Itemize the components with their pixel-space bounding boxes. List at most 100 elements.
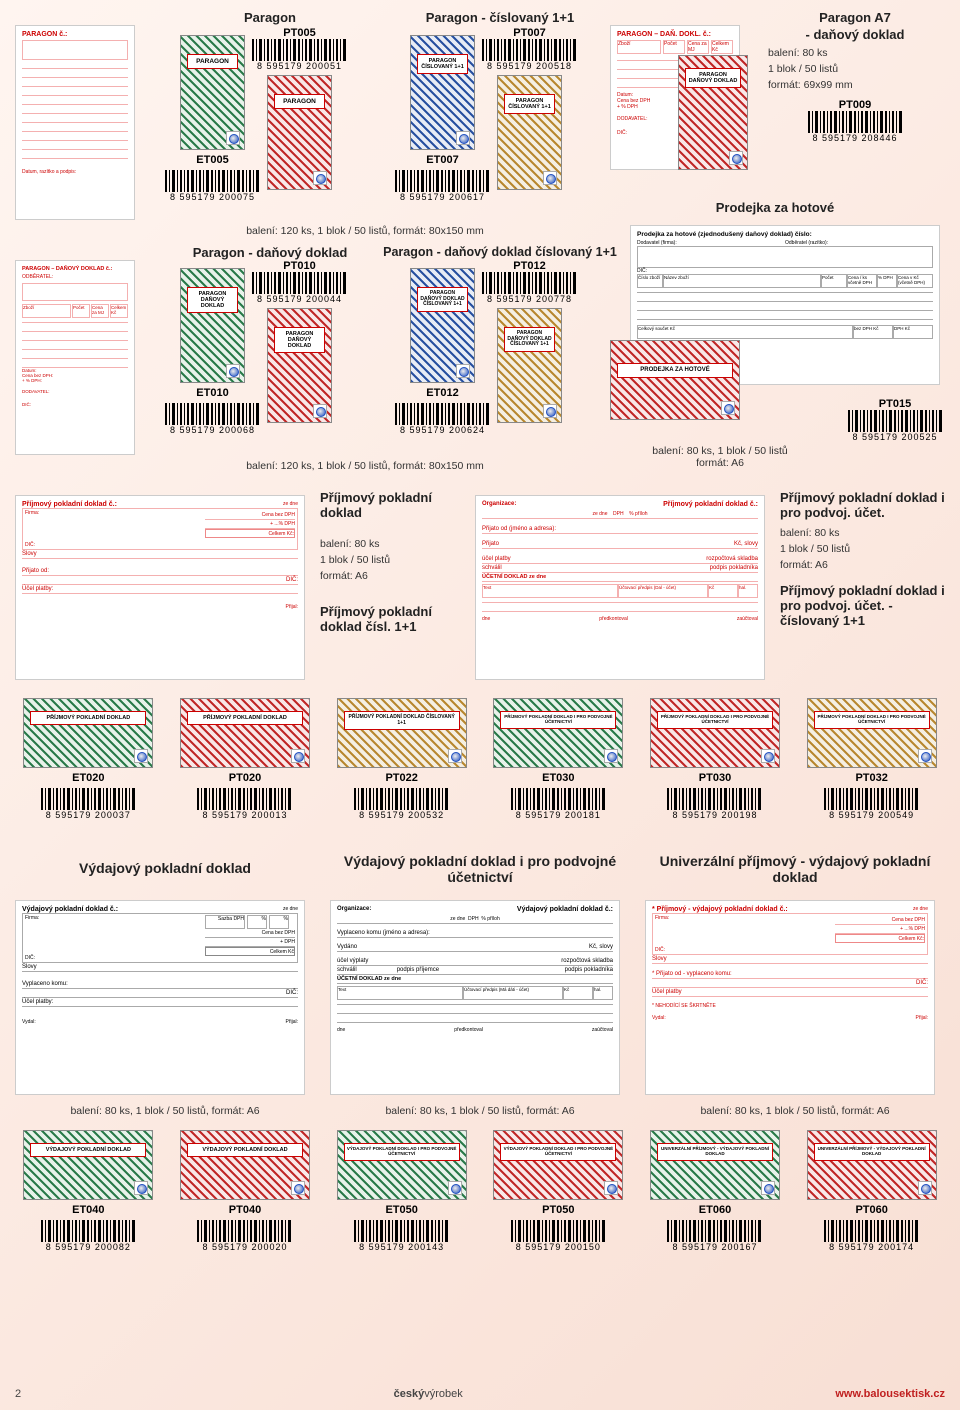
product-code: PT005 [252,27,347,39]
barcode: 8 595179 200020 [197,1220,292,1252]
product-code: PT015 [845,398,945,410]
barcode: 8 595179 200167 [667,1220,762,1252]
barcode: 8 595179 200143 [354,1220,449,1252]
product-card: PŘÍJMOVÝ POKLADNÍ DOKLAD I PRO PODVOJNÉ … [642,698,789,820]
product-card: UNIVERZÁLNÍ PŘÍJMOVÝ - VÝDAJOVÝ POKLADNÍ… [642,1130,789,1252]
product-thumb: PARAGON [267,75,332,190]
product-card: VÝDAJOVÝ POKLADNÍ DOKLAD I PRO PODVOJNÉ … [485,1130,632,1252]
product-code: ET010 [196,387,228,399]
product-card: PARAGON ET005 8 595179 200075 [165,35,260,202]
product-card: PARAGON DAŇOVÝ DOKLAD ČÍSLOVANÝ 1+1 ET01… [395,268,490,435]
product-card: PARAGON ČÍSLOVANÝ 1+1 ET007 8 595179 200… [395,35,490,202]
product-card: PT010 8 595179 200044 PARAGON DAŇOVÝ DOK… [252,260,347,423]
barcode: 8 595179 200624 [395,403,490,435]
product-thumb: VÝDAJOVÝ POKLADNÍ DOKLAD [23,1130,153,1200]
product-thumb: VÝDAJOVÝ POKLADNÍ DOKLAD I PRO PODVOJNÉ … [337,1130,467,1200]
section-info: balení: 120 ks, 1 blok / 50 listů, formá… [155,460,575,472]
section-info: Příjmový pokladní doklad balení: 80 ks 1… [320,490,470,636]
product-code: PT009 [760,99,950,111]
product-card: PT007 8 595179 200518 PARAGON ČÍSLOVANÝ … [482,27,577,190]
product-card: VÝDAJOVÝ POKLADNÍ DOKLAD I PRO PODVOJNÉ … [328,1130,475,1252]
product-card: PT012 8 595179 200778 PARAGON DAŇOVÝ DOK… [482,260,577,423]
product-thumb: PARAGON DAŇOVÝ DOKLAD ČÍSLOVANÝ 1+1 [410,268,475,383]
section-title: Paragon - daňový doklad [155,245,385,260]
section-title: Paragon - číslovaný 1+1 [385,10,615,25]
barcode: 8 595179 200068 [165,403,260,435]
product-thumb: PŘÍJMOVÝ POKLADNÍ DOKLAD I PRO PODVOJNÉ … [807,698,937,768]
form-header: PARAGON č.: [22,31,128,38]
barcode: 8 595179 200013 [197,788,292,820]
product-card: PT005 8 595179 200051 PARAGON [252,27,347,190]
section-info: Příjmový pokladní doklad i pro podvoj. ú… [780,490,950,630]
section-title: Prodejka za hotové [615,200,935,215]
product-code: ET012 [426,387,458,399]
paragon-a7-info: Paragon A7 - daňový doklad balení: 80 ks… [760,10,950,143]
section-title: Paragon [155,10,385,25]
product-code: ET007 [426,154,458,166]
barcode: 8 595179 200198 [667,788,762,820]
product-thumb: UNIVERZÁLNÍ PŘÍJMOVÝ - VÝDAJOVÝ POKLADNÍ… [807,1130,937,1200]
product-thumb: PARAGON [180,35,245,150]
barcode: 8 595179 200617 [395,170,490,202]
page-number: 2 [15,1388,21,1400]
section-title: Paragon - daňový doklad číslovaný 1+1 [370,245,630,259]
product-thumb: VÝDAJOVÝ POKLADNÍ DOKLAD I PRO PODVOJNÉ … [493,1130,623,1200]
product-code: ET005 [196,154,228,166]
product-thumb: PARAGON DAŇOVÝ DOKLAD [180,268,245,383]
product-card: VÝDAJOVÝ POKLADNÍ DOKLADPT0408 595179 20… [172,1130,319,1252]
section-info: balení: 120 ks, 1 blok / 50 listů, formá… [155,225,575,237]
barcode: 8 595179 200518 [482,39,577,71]
product-card: PŘÍJMOVÝ POKLADNÍ DOKLAD I PRO PODVOJNÉ … [485,698,632,820]
barcode: 8 595179 200044 [252,272,347,304]
vydajovy-form-mock: Výdajový pokladní doklad č.:ze dne Firma… [15,900,305,1095]
barcode: 8 595179 200174 [824,1220,919,1252]
product-thumb: PARAGON DAŇOVÝ DOKLAD ČÍSLOVANÝ 1+1 [497,308,562,423]
product-grid: VÝDAJOVÝ POKLADNÍ DOKLADET0408 595179 20… [15,1130,945,1252]
barcode: 8 595179 200150 [511,1220,606,1252]
prijmovy-podvoj-form-mock: Organizace:Příjmový pokladní doklad č.: … [475,495,765,680]
barcode: 8 595179 208446 [760,111,950,143]
barcode: 8 595179 200532 [354,788,449,820]
product-thumb: PARAGON DAŇOVÝ DOKLAD [267,308,332,423]
paragon-dd-form-mock: PARAGON – DAŇOVÝ DOKLAD č.: ODBĚRATEL: Z… [15,260,135,455]
product-thumb: PARAGON ČÍSLOVANÝ 1+1 [497,75,562,190]
barcode: 8 595179 200549 [824,788,919,820]
barcode: 8 595179 200082 [41,1220,136,1252]
product-grid: PŘÍJMOVÝ POKLADNÍ DOKLADET0208 595179 20… [15,698,945,820]
product-card: UNIVERZÁLNÍ PŘÍJMOVÝ - VÝDAJOVÝ POKLADNÍ… [798,1130,945,1252]
product-code: PT007 [482,27,577,39]
prijmovy-form-mock: Příjmový pokladní doklad č.:ze dne Firma… [15,495,305,680]
barcode: 8 595179 200075 [165,170,260,202]
product-thumb: PŘÍJMOVÝ POKLADNÍ DOKLAD ČÍSLOVANÝ 1+1 [337,698,467,768]
product-card: PŘÍJMOVÝ POKLADNÍ DOKLAD I PRO PODVOJNÉ … [798,698,945,820]
product-thumb: PARAGON DAŇOVÝ DOKLAD [678,55,748,170]
barcode: 8 595179 200051 [252,39,347,71]
product-card: PARAGON DAŇOVÝ DOKLAD ET010 8 595179 200… [165,268,260,435]
product-code: PT010 [252,260,347,272]
barcode: 8 595179 200525 [845,410,945,442]
page-footer: 2 českývýrobek www.balousektisk.cz [15,1388,945,1400]
product-code: PT012 [482,260,577,272]
footer-brand: českývýrobek [394,1388,463,1400]
product-thumb: UNIVERZÁLNÍ PŘÍJMOVÝ - VÝDAJOVÝ POKLADNÍ… [650,1130,780,1200]
section-title: Univerzální příjmový - výdajový pokladní… [645,853,945,885]
vydajovy-podvoj-form-mock: Organizace:Výdajový pokladní doklad č.: … [330,900,620,1095]
product-thumb: PŘÍJMOVÝ POKLADNÍ DOKLAD I PRO PODVOJNÉ … [493,698,623,768]
product-card: VÝDAJOVÝ POKLADNÍ DOKLADET0408 595179 20… [15,1130,162,1252]
paragon-form-mock: PARAGON č.: Datum, razítko a podpis: [15,25,135,220]
barcode: 8 595179 200181 [511,788,606,820]
barcode: 8 595179 200037 [41,788,136,820]
product-card: PŘÍJMOVÝ POKLADNÍ DOKLADPT0208 595179 20… [172,698,319,820]
product-card: PT015 8 595179 200525 [845,398,945,442]
product-thumb: PARAGON ČÍSLOVANÝ 1+1 [410,35,475,150]
product-thumb: PŘÍJMOVÝ POKLADNÍ DOKLAD [180,698,310,768]
univerzalni-form-mock: * Příjmový - výdajový pokladní doklad č.… [645,900,935,1095]
product-thumb: PRODEJKA ZA HOTOVÉ [610,340,740,420]
barcode: 8 595179 200778 [482,272,577,304]
footer-url: www.balousektisk.cz [835,1388,945,1400]
product-card: PŘÍJMOVÝ POKLADNÍ DOKLADET0208 595179 20… [15,698,162,820]
product-thumb: VÝDAJOVÝ POKLADNÍ DOKLAD [180,1130,310,1200]
section-title: Výdajový pokladní doklad i pro podvojné … [330,853,630,885]
product-thumb: PŘÍJMOVÝ POKLADNÍ DOKLAD [23,698,153,768]
product-card: PŘÍJMOVÝ POKLADNÍ DOKLAD ČÍSLOVANÝ 1+1PT… [328,698,475,820]
